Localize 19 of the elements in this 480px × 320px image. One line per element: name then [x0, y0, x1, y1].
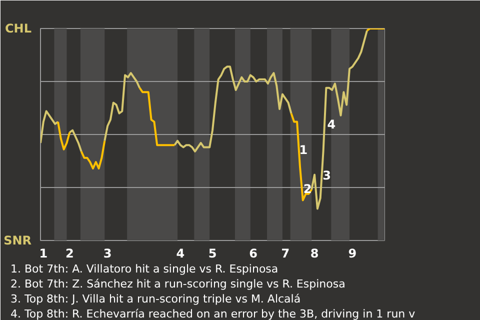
x-tick-label: 2: [65, 246, 74, 260]
annotation: 2: [303, 182, 312, 196]
x-tick-label: 9: [348, 246, 357, 260]
x-tick-label: 8: [310, 246, 319, 260]
text: 3. Top 8th: J. Villa hit a run-scoring triple vs M. Alcalá: [10, 292, 301, 306]
x-tick-label: 4: [176, 246, 185, 260]
annotation: 1: [299, 142, 308, 157]
text: 4. Top 8th: R. Echevarría reached on an error by the 3B, driving in 1 run v: [10, 308, 416, 320]
x-tick-label: 6: [249, 246, 258, 260]
text: 1. Bot 7th: A. Villatoro hit a single vs R. Espinosa: [10, 262, 278, 276]
annotation: 3: [322, 168, 331, 182]
annotation: 4: [327, 117, 336, 132]
x-tick-label: 3: [103, 246, 112, 260]
text: SNR: [4, 234, 32, 248]
text: CHL: [5, 22, 32, 36]
x-tick-label: 7: [281, 246, 290, 260]
x-tick-label: 5: [208, 246, 217, 260]
text: 2. Bot 7th: Z. Sánchez hit a run-scoring single vs R. Espinosa: [10, 278, 346, 290]
x-tick-label: 1: [39, 246, 48, 260]
